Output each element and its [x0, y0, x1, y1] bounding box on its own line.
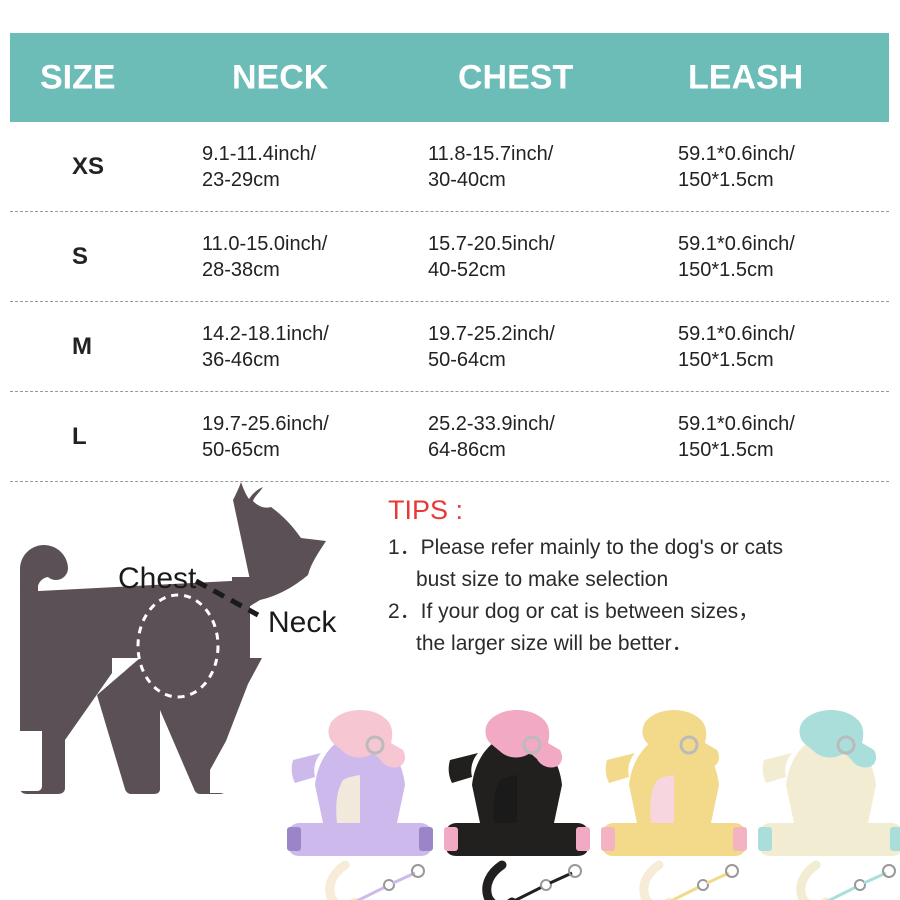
- svg-text:Chest: Chest: [118, 562, 197, 595]
- svg-text:Neck: Neck: [268, 606, 337, 639]
